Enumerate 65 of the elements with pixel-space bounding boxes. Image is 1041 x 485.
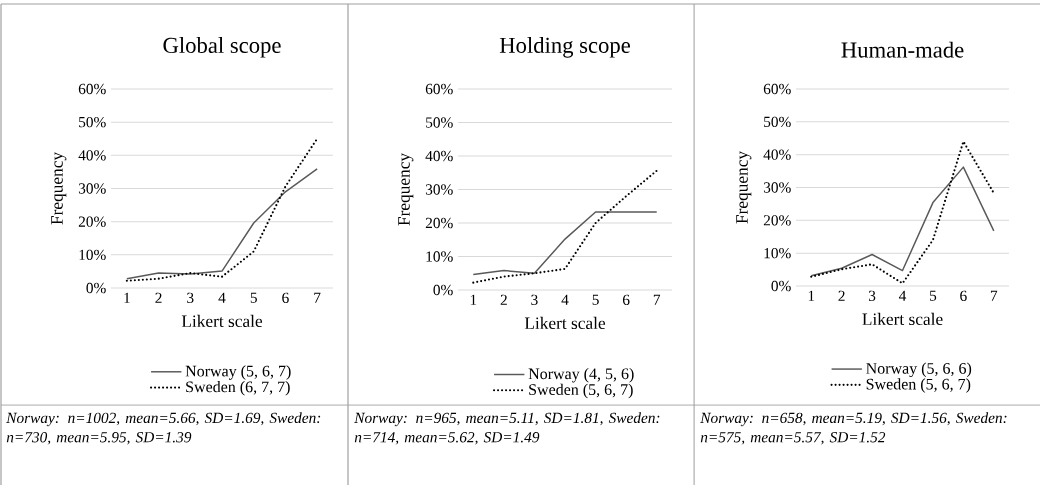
chart-title: Human-made — [841, 41, 964, 58]
y-tick-label: 30% — [763, 182, 791, 193]
line-series — [810, 140, 995, 285]
legend-label: Norway (4, 5, 6) — [528, 367, 634, 383]
x-tick-label: 6 — [622, 294, 630, 306]
y-tick-label: 50% — [764, 116, 791, 128]
line-series — [810, 166, 995, 277]
y-tick-label: 20% — [763, 215, 791, 226]
chart-title: Holding scope — [499, 37, 630, 58]
y-tick-label: 10% — [426, 251, 453, 262]
legend-label: Sweden (6, 7, 7) — [186, 381, 290, 396]
x-axis-title: Likert scale — [181, 314, 263, 328]
y-tick-label: 0% — [86, 282, 106, 294]
x-tick-label: 5 — [250, 292, 257, 303]
x-tick-label: 1 — [124, 292, 130, 303]
text: Norway: n=965, mean=5.11, SD=1.81, Sweden: n=714, mean=5.62, SD=1.49 — [354, 412, 660, 445]
x-axis-title: Likert scale — [862, 312, 943, 326]
y-axis-title: Frequency — [398, 152, 414, 226]
y-tick-label: 20% — [78, 216, 106, 227]
x-tick-label: 4 — [561, 294, 569, 305]
legend-label: Norway (5, 6, 7) — [185, 365, 291, 380]
x-tick-label: 2 — [500, 294, 507, 305]
x-tick-label: 2 — [155, 292, 162, 303]
x-tick-label: 1 — [808, 290, 815, 301]
x-tick-label: 7 — [653, 294, 661, 305]
y-tick-label: 20% — [425, 217, 453, 229]
y-tick-label: 30% — [78, 183, 106, 194]
x-tick-label: 5 — [592, 294, 599, 305]
x-tick-label: 7 — [314, 292, 321, 303]
text: Norway: n=658, mean=5.19, SD=1.56, Sweden: n=575, mean=5.57, SD=1.52 — [700, 412, 1007, 445]
y-tick-label: 60% — [763, 83, 791, 95]
y-tick-label: 50% — [79, 116, 106, 128]
y-tick-label: 40% — [763, 149, 791, 160]
line-series — [126, 168, 318, 280]
y-tick-label: 10% — [764, 247, 791, 259]
y-axis-title: Frequency — [736, 150, 752, 224]
text: Norway: n=1002, mean=5.66, SD=1.69, Sweden: n=730, mean=5.95, SD=1.39 — [6, 412, 321, 445]
x-tick-label: 3 — [868, 290, 876, 302]
y-tick-label: 40% — [78, 150, 106, 161]
line-series — [125, 137, 319, 282]
x-tick-label: 6 — [960, 290, 967, 302]
y-tick-label: 60% — [78, 83, 106, 95]
x-tick-label: 3 — [531, 294, 538, 306]
x-tick-label: 4 — [218, 292, 226, 303]
x-tick-label: 4 — [898, 290, 907, 301]
line-series — [472, 169, 658, 284]
y-tick-label: 0% — [433, 284, 453, 296]
x-axis-title: Likert scale — [524, 316, 606, 330]
y-axis-title: Frequency — [51, 151, 67, 225]
x-tick-label: 1 — [470, 294, 477, 305]
x-tick-label: 6 — [282, 292, 289, 304]
y-tick-label: 40% — [425, 150, 453, 162]
x-tick-label: 5 — [930, 290, 937, 301]
y-tick-label: 60% — [425, 83, 453, 95]
chart-title: Global scope — [163, 37, 281, 58]
y-tick-label: 50% — [426, 117, 453, 128]
legend-label: Norway (5, 6, 6) — [866, 362, 972, 378]
y-tick-label: 30% — [425, 184, 453, 195]
legend-label: Sweden (5, 6, 7) — [866, 378, 971, 393]
x-tick-label: 7 — [990, 290, 998, 301]
x-tick-label: 3 — [187, 292, 194, 304]
y-tick-label: 10% — [79, 249, 106, 261]
x-tick-label: 2 — [838, 290, 845, 301]
legend-label: Sweden (5, 6, 7) — [529, 383, 633, 399]
y-tick-label: 0% — [771, 280, 791, 292]
